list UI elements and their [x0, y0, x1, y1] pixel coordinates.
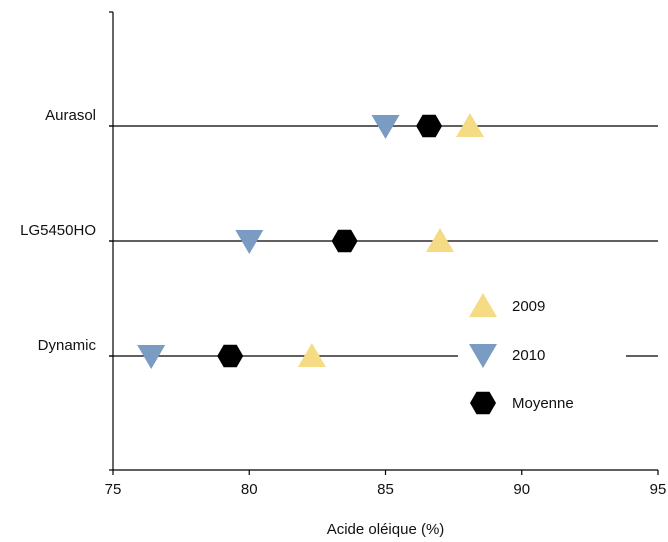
legend-label: 2009 [512, 298, 545, 315]
x-tick-label: 85 [377, 481, 394, 498]
data-point-moyenne [331, 229, 358, 253]
data-markers [137, 113, 484, 369]
category-label: Aurasol [45, 107, 96, 124]
category-label: LG5450HO [20, 222, 96, 239]
x-axis-ticks: 75 80 85 90 95 [105, 470, 667, 498]
x-axis-label: Acide oléique (%) [327, 521, 445, 538]
legend-swatch-2009 [469, 293, 497, 317]
data-point-2010 [137, 345, 166, 369]
legend-label: Moyenne [512, 395, 574, 412]
category-label: Dynamic [38, 337, 97, 354]
legend: 2009 2010 Moyenne [458, 283, 626, 421]
data-point-2010 [235, 230, 264, 254]
data-point-2010 [371, 115, 400, 139]
data-point-2009 [297, 343, 326, 367]
legend-swatch-2010 [469, 344, 497, 368]
x-tick-label: 90 [513, 481, 530, 498]
data-point-2009 [426, 228, 454, 252]
data-point-2009 [456, 113, 484, 137]
x-tick-label: 80 [241, 481, 258, 498]
legend-label: 2010 [512, 347, 545, 364]
data-point-moyenne [416, 114, 443, 138]
x-tick-label: 75 [105, 481, 122, 498]
data-point-moyenne [217, 344, 244, 368]
x-tick-label: 95 [650, 481, 667, 498]
legend-swatch-moyenne [470, 391, 496, 415]
